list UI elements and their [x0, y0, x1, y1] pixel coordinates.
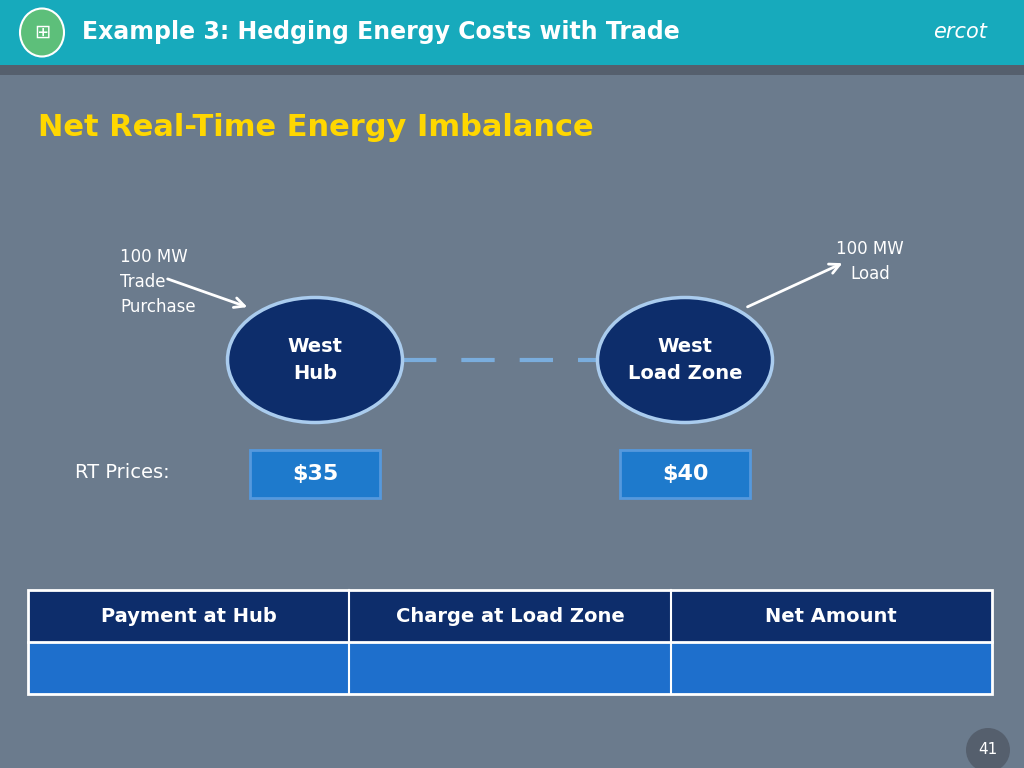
Bar — [28, 590, 992, 694]
Bar — [28, 642, 992, 694]
Text: 41: 41 — [978, 743, 997, 757]
Text: Example 3: Hedging Energy Costs with Trade: Example 3: Hedging Energy Costs with Tra… — [82, 21, 680, 45]
Text: 100 MW
Trade
Purchase: 100 MW Trade Purchase — [120, 248, 196, 316]
Text: West
Hub: West Hub — [288, 337, 342, 382]
Ellipse shape — [20, 8, 63, 57]
Circle shape — [966, 728, 1010, 768]
Text: Payment at Hub: Payment at Hub — [100, 607, 276, 625]
Text: Net Real-Time Energy Imbalance: Net Real-Time Energy Imbalance — [38, 114, 594, 143]
Text: $35: $35 — [292, 464, 338, 484]
FancyBboxPatch shape — [250, 450, 380, 498]
Text: RT Prices:: RT Prices: — [75, 464, 170, 482]
Bar — [28, 590, 992, 642]
FancyBboxPatch shape — [620, 450, 750, 498]
Text: Charge at Load Zone: Charge at Load Zone — [395, 607, 625, 625]
Text: $40: $40 — [662, 464, 709, 484]
Bar — [0, 0, 1024, 65]
Ellipse shape — [597, 297, 772, 422]
Ellipse shape — [227, 297, 402, 422]
Text: ⊞: ⊞ — [34, 23, 50, 42]
Text: West
Load Zone: West Load Zone — [628, 337, 742, 382]
Bar — [0, 65, 1024, 75]
Text: 100 MW
Load: 100 MW Load — [837, 240, 904, 283]
Text: ercot: ercot — [933, 22, 987, 42]
Text: Net Amount: Net Amount — [766, 607, 897, 625]
